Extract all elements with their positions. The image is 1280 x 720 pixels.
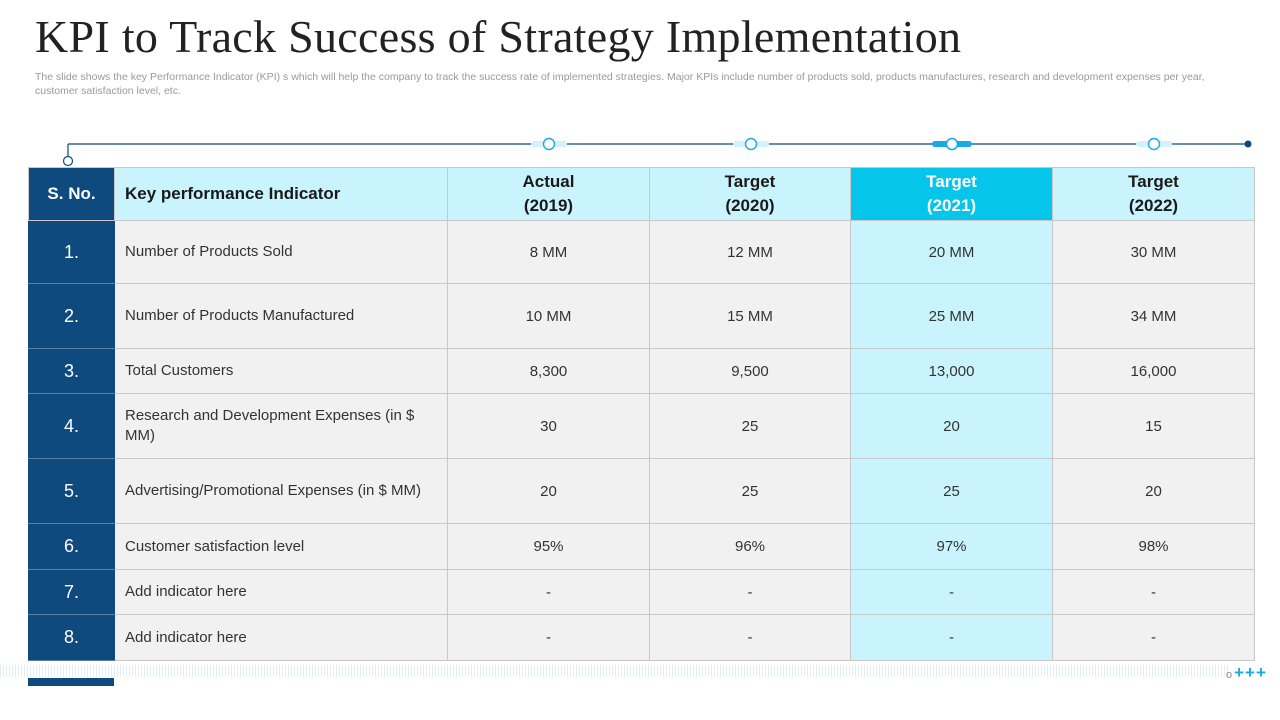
value-actual-2019: - xyxy=(447,614,650,661)
kpi-name: Add indicator here xyxy=(114,569,448,615)
value-target-2021: 97% xyxy=(850,523,1053,570)
table-row: 4. Research and Development Expenses (in… xyxy=(28,393,1255,459)
row-number: 1. xyxy=(28,220,115,284)
row-number: 6. xyxy=(28,523,115,570)
value-target-2020: 96% xyxy=(649,523,851,570)
value-target-2022: 15 xyxy=(1052,393,1255,459)
header-actual-2019: Actual (2019) xyxy=(447,167,650,221)
value-target-2021: 13,000 xyxy=(850,348,1053,394)
kpi-name: Customer satisfaction level xyxy=(114,523,448,570)
row-number: 7. xyxy=(28,569,115,615)
value-target-2021: 25 xyxy=(850,458,1053,524)
value-actual-2019: 95% xyxy=(447,523,650,570)
value-target-2022: 30 MM xyxy=(1052,220,1255,284)
value-target-2020: 15 MM xyxy=(649,283,851,349)
value-target-2022: - xyxy=(1052,614,1255,661)
table-row: 2. Number of Products Manufactured 10 MM… xyxy=(28,283,1255,349)
header-kpi: Key performance Indicator xyxy=(114,167,448,221)
header-target-2022: Target (2022) xyxy=(1052,167,1255,221)
plus-decoration-icon: o+++ xyxy=(1226,663,1267,682)
table-row: 6. Customer satisfaction level 95% 96% 9… xyxy=(28,523,1255,570)
kpi-name: Advertising/Promotional Expenses (in $ M… xyxy=(114,458,448,524)
kpi-table: S. No. Key performance Indicator Actual(… xyxy=(28,167,1255,661)
value-target-2020: 25 xyxy=(649,458,851,524)
row-number: 3. xyxy=(28,348,115,394)
value-target-2021: - xyxy=(850,569,1053,615)
value-actual-2019: 10 MM xyxy=(447,283,650,349)
value-actual-2019: - xyxy=(447,569,650,615)
row-number: 4. xyxy=(28,393,115,459)
table-row: 5. Advertising/Promotional Expenses (in … xyxy=(28,458,1255,524)
value-target-2020: 12 MM xyxy=(649,220,851,284)
table-row: 3. Total Customers 8,300 9,500 13,000 16… xyxy=(28,348,1255,394)
slide-title: KPI to Track Success of Strategy Impleme… xyxy=(35,11,962,62)
value-target-2020: 9,500 xyxy=(649,348,851,394)
bottom-accent-tab xyxy=(28,678,114,686)
value-target-2020: - xyxy=(649,569,851,615)
value-actual-2019: 8,300 xyxy=(447,348,650,394)
kpi-name: Research and Development Expenses (in $ … xyxy=(114,393,448,459)
value-target-2020: - xyxy=(649,614,851,661)
value-target-2022: 16,000 xyxy=(1052,348,1255,394)
kpi-name: Total Customers xyxy=(114,348,448,394)
row-number: 2. xyxy=(28,283,115,349)
kpi-name: Number of Products Manufactured xyxy=(114,283,448,349)
header-sno: S. No. xyxy=(28,167,115,221)
value-actual-2019: 20 xyxy=(447,458,650,524)
bottom-decorative-band xyxy=(0,665,1228,677)
value-target-2021: - xyxy=(850,614,1053,661)
value-actual-2019: 8 MM xyxy=(447,220,650,284)
slide-subtitle: The slide shows the key Performance Indi… xyxy=(35,71,1205,97)
value-target-2021: 25 MM xyxy=(850,283,1053,349)
header-target-2020: Target (2020) xyxy=(649,167,851,221)
value-actual-2019: 30 xyxy=(447,393,650,459)
table-row: 7. Add indicator here - - - - xyxy=(28,569,1255,615)
value-target-2022: 20 xyxy=(1052,458,1255,524)
kpi-name: Add indicator here xyxy=(114,614,448,661)
row-number: 5. xyxy=(28,458,115,524)
value-target-2021: 20 xyxy=(850,393,1053,459)
header-target-2021: Target (2021) xyxy=(850,167,1053,221)
value-target-2022: 34 MM xyxy=(1052,283,1255,349)
value-target-2022: 98% xyxy=(1052,523,1255,570)
timeline-connector xyxy=(62,137,1252,167)
row-number: 8. xyxy=(28,614,115,661)
table-row: 1. Number of Products Sold 8 MM 12 MM 20… xyxy=(28,220,1255,284)
value-target-2022: - xyxy=(1052,569,1255,615)
kpi-name: Number of Products Sold xyxy=(114,220,448,284)
value-target-2020: 25 xyxy=(649,393,851,459)
table-row: 8. Add indicator here - - - - xyxy=(28,614,1255,661)
value-target-2021: 20 MM xyxy=(850,220,1053,284)
table-header-row: S. No. Key performance Indicator Actual(… xyxy=(28,167,1255,221)
